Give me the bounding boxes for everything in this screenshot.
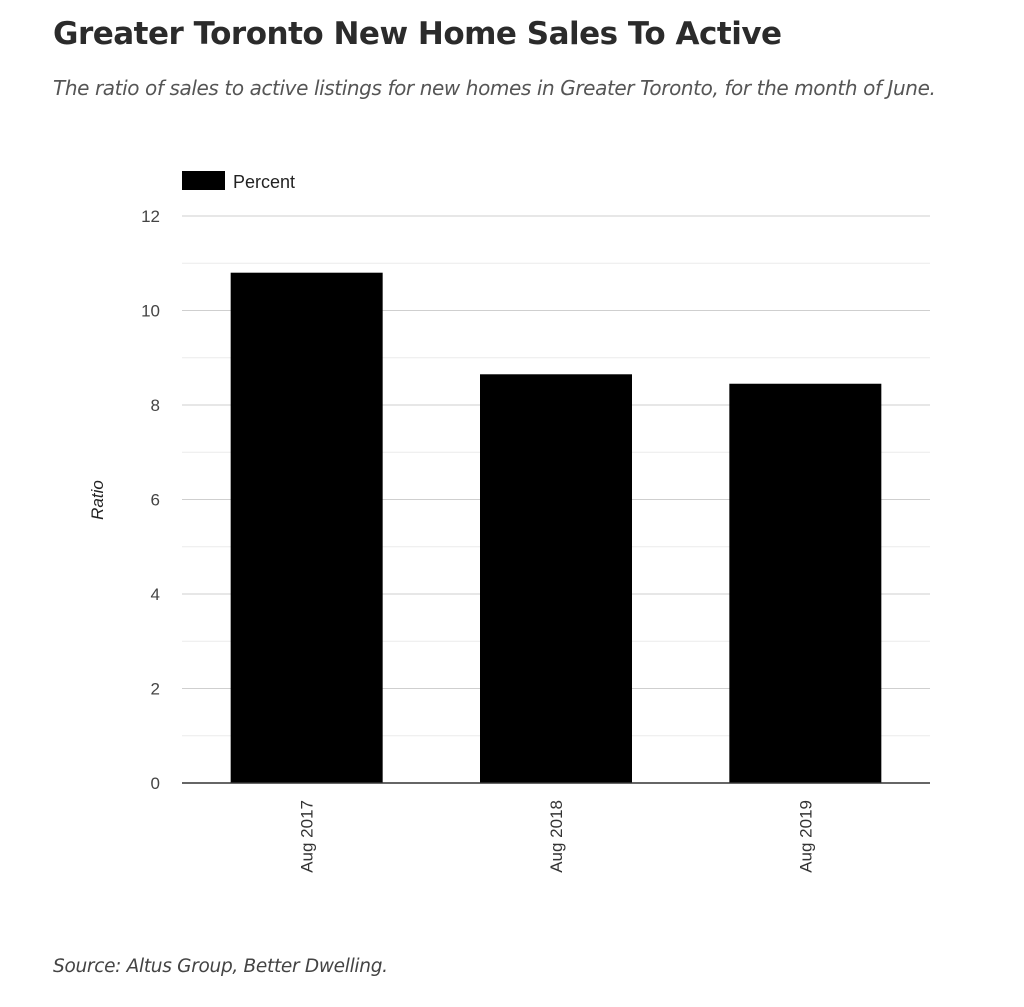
y-tick-label: 8 <box>151 396 160 415</box>
bar-aug-2019 <box>729 383 882 783</box>
legend-label-percent: Percent <box>233 172 295 192</box>
bar-aug-2018 <box>480 374 632 783</box>
bar-aug-2017 <box>230 272 383 783</box>
y-tick-label: 4 <box>151 585 160 604</box>
chart-subtitle: The ratio of sales to active listings fo… <box>53 76 936 100</box>
y-tick-label: 6 <box>151 491 160 510</box>
x-axis-ticks: Aug 2017 Aug 2018 Aug 2019 <box>298 800 816 873</box>
x-tick-label: Aug 2017 <box>298 800 317 873</box>
legend: Percent <box>182 171 295 192</box>
y-axis-ticks: 0 2 4 6 8 10 12 <box>141 207 160 793</box>
chart-title: Greater Toronto New Home Sales To Active <box>53 16 782 52</box>
legend-swatch <box>182 171 225 190</box>
x-tick-label: Aug 2019 <box>796 800 815 873</box>
x-tick-label: Aug 2018 <box>547 800 566 873</box>
y-tick-label: 0 <box>151 774 160 793</box>
bars <box>230 272 882 783</box>
y-tick-label: 2 <box>151 680 160 699</box>
source-note: Source: Altus Group, Better Dwelling. <box>53 956 388 977</box>
y-tick-label: 12 <box>141 207 160 226</box>
y-tick-label: 10 <box>141 302 160 321</box>
y-axis-label: Ratio <box>88 480 107 520</box>
